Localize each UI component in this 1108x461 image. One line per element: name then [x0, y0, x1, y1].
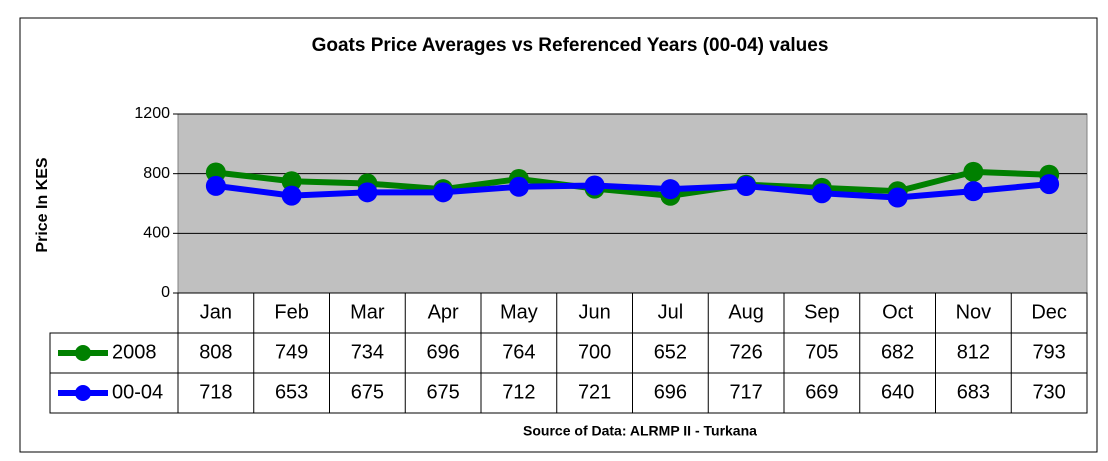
- series-marker: [584, 175, 605, 196]
- data-table-value: 712: [502, 381, 535, 403]
- data-table-value: 705: [805, 341, 838, 363]
- y-tick-label: 0: [161, 284, 170, 301]
- data-table-value: 717: [729, 381, 762, 403]
- x-tick-label: Jan: [200, 301, 232, 323]
- data-table-value: 793: [1032, 341, 1065, 363]
- data-table-value: 808: [199, 341, 232, 363]
- x-tick-label: Aug: [728, 301, 764, 323]
- data-table-value: 700: [578, 341, 611, 363]
- series-marker: [736, 176, 757, 197]
- data-table-value: 669: [805, 381, 838, 403]
- series-marker: [660, 179, 681, 200]
- series-marker: [963, 161, 984, 182]
- series-marker: [205, 175, 226, 196]
- series-marker: [433, 182, 454, 203]
- y-tick-label: 400: [143, 225, 170, 242]
- source-note: Source of Data: ALRMP II - Turkana: [523, 423, 757, 439]
- series-marker: [1039, 174, 1060, 195]
- data-table-value: 764: [502, 341, 535, 363]
- y-axis-label: Price In KES: [34, 157, 51, 252]
- series-line: [215, 181, 1050, 201]
- data-table-value: 675: [351, 381, 384, 403]
- data-table-value: 721: [578, 381, 611, 403]
- plot-area: [177, 113, 1088, 294]
- y-tick-label: 1200: [134, 105, 170, 122]
- series-marker: [281, 185, 302, 206]
- x-tick-label: Apr: [428, 301, 459, 323]
- series-marker: [281, 171, 302, 192]
- series-marker: [887, 187, 908, 208]
- series-line: [215, 168, 1050, 199]
- series-marker: [357, 182, 378, 203]
- data-table-value: 683: [957, 381, 990, 403]
- x-tick-label: Sep: [804, 301, 840, 323]
- data-table-value: 675: [426, 381, 459, 403]
- x-tick-label: Jul: [658, 301, 684, 323]
- data-table-value: 812: [957, 341, 990, 363]
- x-tick-label: Dec: [1031, 301, 1067, 323]
- legend-marker: [75, 385, 91, 401]
- series-marker: [508, 176, 529, 197]
- x-tick-label: Oct: [882, 301, 914, 323]
- data-table-value: 730: [1032, 381, 1065, 403]
- data-table-value: 640: [881, 381, 914, 403]
- x-tick-label: Feb: [274, 301, 308, 323]
- data-table-value: 696: [426, 341, 459, 363]
- data-table-value: 734: [351, 341, 384, 363]
- data-table-value: 726: [729, 341, 762, 363]
- x-tick-label: Nov: [956, 301, 992, 323]
- series-marker: [811, 183, 832, 204]
- data-table-value: 718: [199, 381, 232, 403]
- x-tick-label: Jun: [579, 301, 611, 323]
- data-table-value: 696: [654, 381, 687, 403]
- legend-label: 2008: [112, 341, 157, 363]
- data-table-value: 749: [275, 341, 308, 363]
- data-table-value: 652: [654, 341, 687, 363]
- x-tick-label: May: [500, 301, 538, 323]
- y-tick-label: 800: [143, 165, 170, 182]
- series-marker: [963, 181, 984, 202]
- legend-marker: [75, 345, 91, 361]
- chart-title: Goats Price Averages vs Referenced Years…: [312, 35, 829, 56]
- legend-label: 00-04: [112, 381, 163, 403]
- x-tick-label: Mar: [350, 301, 385, 323]
- data-table-value: 682: [881, 341, 914, 363]
- data-table-value: 653: [275, 381, 308, 403]
